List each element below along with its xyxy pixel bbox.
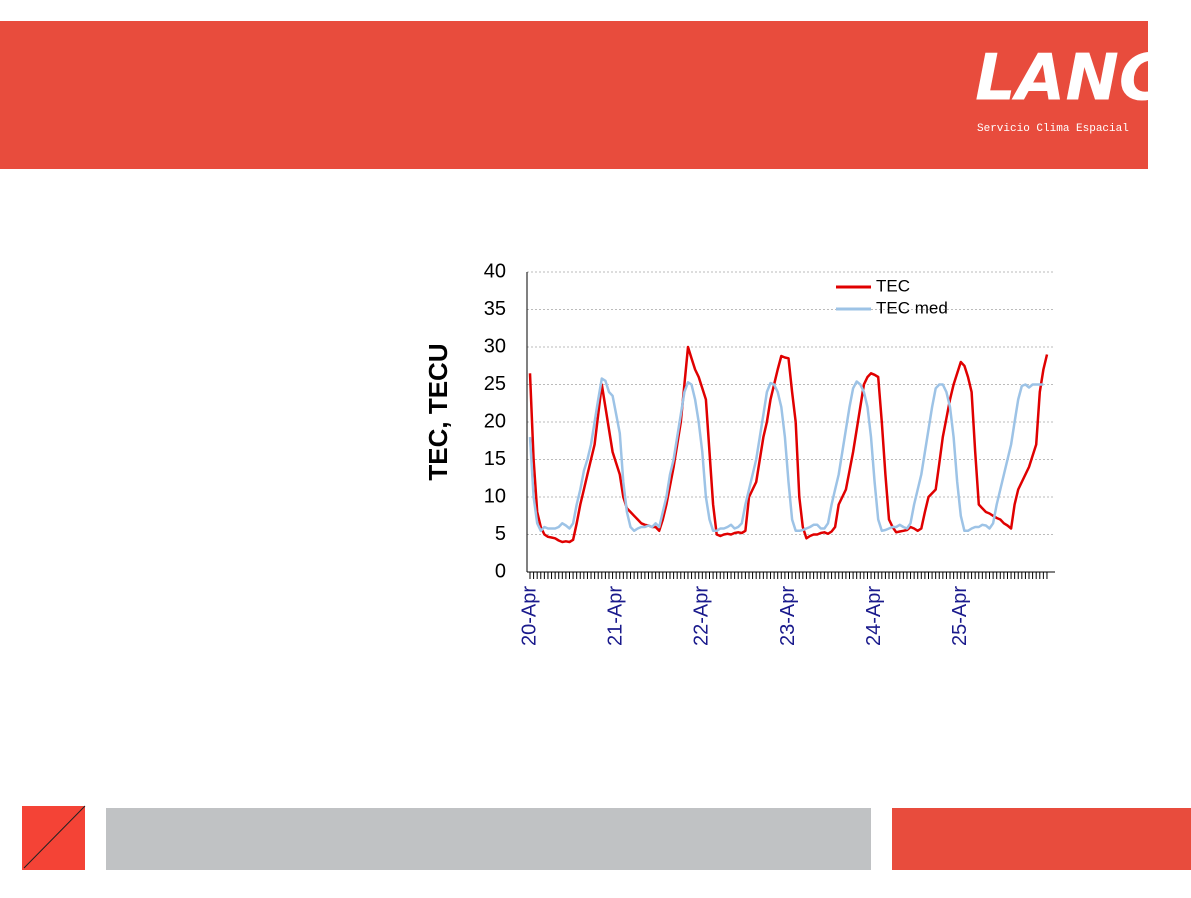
logo-bar	[1158, 52, 1188, 62]
y-tick-label: 40	[484, 260, 506, 282]
logo-e	[1158, 52, 1188, 102]
series-line	[528, 345, 1049, 544]
logo-bar	[1158, 92, 1188, 102]
footer-diagonal	[23, 805, 86, 869]
y-tick-label: 5	[495, 523, 506, 545]
y-tick-label: 15	[484, 448, 506, 470]
tagline: Servicio Clima Espacial	[977, 123, 1129, 135]
logo: LANC	[975, 42, 1166, 116]
y-tick-label: 25	[484, 373, 506, 395]
footer-block	[892, 808, 1191, 870]
logo-bar	[1158, 72, 1188, 82]
y-tick-label: 0	[495, 560, 506, 582]
footer-bar	[106, 808, 871, 870]
x-tick-label: 25-Apr	[949, 586, 971, 646]
legend-label: TEC	[876, 276, 910, 295]
x-tick-label: 23-Apr	[777, 586, 799, 646]
x-tick-label: 22-Apr	[691, 586, 713, 646]
header-banner	[0, 21, 1148, 169]
legend-label: TEC med	[876, 298, 948, 317]
y-tick-label: 35	[484, 298, 506, 320]
chart: 0 5 10 15 20 25 30 35 40 20-Apr 21-Apr 22-Apr 23-Apr…	[423, 260, 1055, 646]
x-tick-label: 21-Apr	[604, 586, 626, 646]
y-tick-label: 20	[484, 410, 506, 432]
x-tick-label: 24-Apr	[863, 586, 885, 646]
series-line	[528, 377, 1044, 533]
y-axis-label: TEC, TECU	[423, 343, 453, 480]
y-tick-label: 30	[484, 335, 506, 357]
y-tick-label: 10	[484, 485, 506, 507]
x-tick-label: 20-Apr	[518, 586, 540, 646]
